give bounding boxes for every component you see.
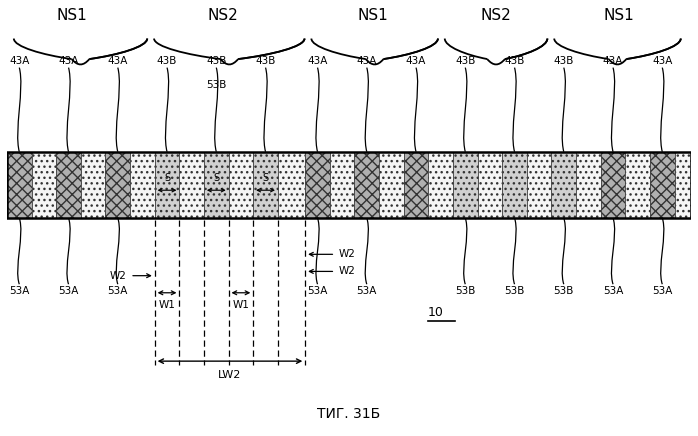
Text: 53B: 53B (554, 286, 574, 296)
Bar (253, 152, 278, 218)
Text: ΤИГ. 31Б: ΤИГ. 31Б (318, 407, 380, 421)
Bar (31, 152, 57, 218)
Bar (57, 152, 81, 218)
Bar (674, 152, 691, 218)
Text: 53A: 53A (652, 286, 672, 296)
Text: 43B: 43B (255, 56, 276, 66)
Bar (601, 152, 625, 218)
Text: 43B: 43B (455, 56, 475, 66)
Text: 43A: 43A (59, 56, 79, 66)
Text: 53B: 53B (206, 80, 226, 90)
Text: 53A: 53A (307, 286, 328, 296)
Text: 43A: 43A (357, 56, 377, 66)
Text: W1: W1 (158, 300, 175, 310)
Bar (229, 152, 253, 218)
Text: 43B: 43B (554, 56, 574, 66)
Bar (503, 152, 527, 218)
Text: W1: W1 (232, 300, 249, 310)
Bar (355, 152, 379, 218)
Bar (155, 152, 179, 218)
Bar (576, 152, 601, 218)
Bar (453, 152, 477, 218)
Text: 53B: 53B (455, 286, 475, 296)
Text: 53A: 53A (59, 286, 79, 296)
Bar (477, 152, 503, 218)
Text: 43A: 43A (307, 56, 328, 66)
Text: NS2: NS2 (207, 7, 238, 23)
Text: 10: 10 (428, 306, 443, 319)
Bar (330, 152, 355, 218)
Bar (429, 152, 453, 218)
Text: 43A: 43A (107, 56, 128, 66)
Text: NS2: NS2 (481, 7, 512, 23)
Bar (179, 152, 204, 218)
Bar (625, 152, 650, 218)
Text: 43A: 43A (603, 56, 623, 66)
Text: 53B: 53B (505, 286, 525, 296)
Bar (650, 152, 674, 218)
Bar (7, 152, 31, 218)
Bar (81, 152, 105, 218)
Bar (105, 152, 130, 218)
Text: 53A: 53A (357, 286, 377, 296)
Text: 43A: 43A (652, 56, 672, 66)
Text: 43B: 43B (157, 56, 177, 66)
Text: 43B: 43B (206, 56, 226, 66)
Text: NS1: NS1 (604, 7, 634, 23)
Text: NS1: NS1 (57, 7, 87, 23)
Bar (204, 152, 229, 218)
Text: 53A: 53A (603, 286, 623, 296)
Bar (7, 152, 691, 218)
Bar (278, 152, 305, 218)
Text: 53A: 53A (9, 286, 29, 296)
Text: 43B: 43B (505, 56, 525, 66)
Bar (305, 152, 330, 218)
Text: S: S (262, 173, 269, 183)
Bar (527, 152, 551, 218)
Text: LW2: LW2 (218, 370, 242, 380)
Text: W2: W2 (339, 266, 355, 276)
Bar (130, 152, 155, 218)
Bar (403, 152, 429, 218)
Text: W2: W2 (110, 271, 126, 281)
Text: 43A: 43A (406, 56, 426, 66)
Text: S: S (164, 173, 170, 183)
Text: NS1: NS1 (357, 7, 388, 23)
Text: S: S (213, 173, 219, 183)
Text: 53A: 53A (107, 286, 128, 296)
Text: 43A: 43A (9, 56, 29, 66)
Bar (551, 152, 576, 218)
Text: W2: W2 (339, 249, 355, 259)
Bar (379, 152, 403, 218)
